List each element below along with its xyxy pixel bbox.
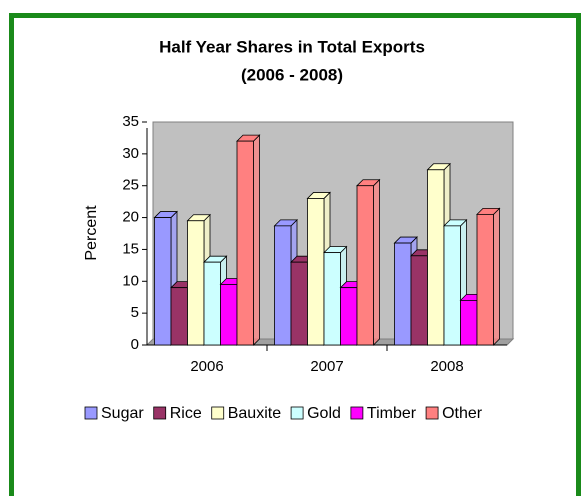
bar: [187, 220, 205, 346]
bar: [154, 217, 172, 346]
bar: [443, 225, 461, 346]
legend-label: Gold: [307, 405, 341, 422]
chart-title: Half Year Shares in Total Exports: [159, 37, 425, 56]
bar: [203, 261, 221, 346]
bar: [460, 299, 478, 346]
bar: [356, 185, 374, 346]
legend-swatch: [84, 406, 98, 420]
bar: [410, 255, 428, 346]
bar: [236, 140, 254, 346]
x-tick-label: 2008: [430, 358, 463, 375]
legend-label: Timber: [367, 405, 417, 422]
legend-label: Other: [442, 405, 483, 422]
y-tick-label: 10: [122, 272, 139, 289]
y-tick-label: 15: [122, 240, 139, 257]
legend-swatch: [290, 406, 304, 420]
y-tick-label: 0: [131, 336, 139, 353]
bar: [307, 198, 325, 346]
y-tick-label: 20: [122, 209, 139, 226]
chart-subtitle: (2006 - 2008): [241, 65, 343, 84]
legend-label: Bauxite: [228, 405, 281, 422]
bar: [323, 252, 341, 346]
legend-swatch: [153, 406, 167, 420]
legend-label: Sugar: [101, 405, 144, 422]
y-tick-label: 25: [122, 177, 139, 194]
legend-swatch: [350, 406, 364, 420]
bar: [427, 169, 445, 346]
bar: [220, 284, 238, 346]
bar-side: [253, 134, 260, 346]
y-axis-label: Percent: [83, 205, 100, 261]
legend-swatch: [425, 406, 439, 420]
y-tick-label: 5: [131, 304, 139, 321]
x-tick-label: 2006: [190, 358, 223, 375]
bar-side: [373, 178, 380, 346]
bar: [170, 287, 188, 346]
bar: [274, 225, 292, 346]
bar: [340, 287, 358, 346]
bar-side: [493, 207, 500, 346]
bar: [394, 242, 412, 346]
legend-swatch: [211, 406, 225, 420]
bar: [290, 261, 308, 346]
y-tick-label: 35: [122, 113, 139, 130]
legend-label: Rice: [170, 405, 202, 422]
bar: [476, 213, 494, 346]
y-tick-label: 30: [122, 145, 139, 162]
x-tick-label: 2007: [310, 358, 343, 375]
